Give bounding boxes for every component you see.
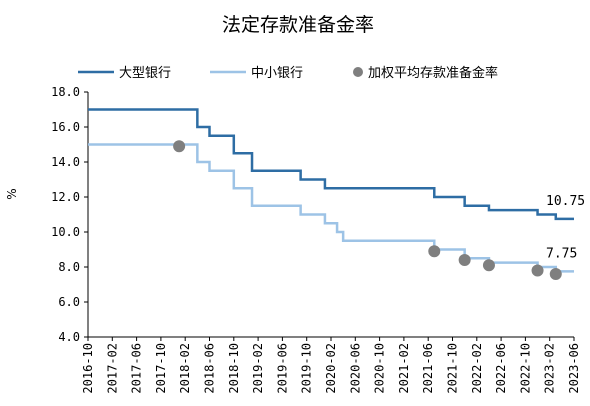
legend-swatch-dot: [353, 67, 363, 77]
scatter-point: [531, 264, 544, 277]
scatter-point: [482, 259, 495, 272]
x-tick-label: 2020-06: [348, 343, 362, 394]
scatter-point: [549, 268, 562, 280]
x-axis: 2016-10 2017-02 2017-06 2017-10 2018-02 2018-…: [81, 336, 581, 394]
x-tick-label: 2021-02: [397, 343, 411, 394]
x-tick-label: 2022-10: [518, 343, 532, 394]
x-tick-label: 2023-06: [567, 343, 581, 394]
y-tick-label: 16.0: [51, 120, 80, 134]
x-tick-label: 2018-02: [178, 343, 192, 394]
scatter-point: [458, 254, 471, 266]
x-tick-label: 2020-10: [373, 343, 387, 394]
x-tick-label: 2017-10: [154, 343, 168, 394]
x-tick-label: 2017-02: [105, 343, 119, 394]
y-tick-label: 14.0: [51, 155, 80, 169]
y-tick-label: 12.0: [51, 190, 80, 204]
x-tick-label: 2019-06: [275, 343, 289, 394]
x-tick-label: 2019-02: [251, 343, 265, 394]
legend-label: 中小银行: [251, 66, 303, 81]
scatter-point: [428, 245, 441, 258]
x-tick-label: 2018-06: [203, 343, 217, 394]
y-tick-label: 18.0: [51, 85, 80, 99]
x-tick-label: 2018-10: [227, 343, 241, 394]
scatter-point: [173, 140, 186, 153]
x-tick-label: 2022-02: [470, 343, 484, 394]
chart-title: 法定存款准备金率: [222, 14, 374, 36]
legend-label: 大型银行: [119, 66, 171, 81]
x-tick-label: 2023-02: [543, 343, 557, 394]
data-label: 7.75: [546, 246, 577, 261]
legend: 大型银行 中小银行 加权平均存款准备金率: [78, 65, 498, 81]
series-line-0: [88, 108, 574, 221]
x-tick-label: 2017-06: [130, 343, 144, 394]
y-tick-label: 10.0: [51, 225, 80, 239]
data-label: 10.75: [546, 194, 585, 209]
x-tick-label: 2016-10: [81, 343, 95, 394]
x-tick-label: 2019-10: [300, 343, 314, 394]
y-axis: 4.0 6.0 8.0 10.0 12.0 14.0 16.0 18.0: [51, 85, 89, 344]
y-tick-label: 6.0: [58, 295, 80, 309]
y-tick-label: 4.0: [58, 330, 80, 344]
plot-area: 10.75 7.75: [88, 108, 585, 280]
y-tick-label: 8.0: [58, 260, 80, 274]
x-tick-label: 2020-02: [324, 343, 338, 394]
legend-label: 加权平均存款准备金率: [368, 65, 498, 81]
series-line-1: [88, 143, 574, 273]
x-tick-label: 2022-06: [494, 343, 508, 394]
y-axis-label: %: [5, 188, 19, 199]
x-tick-label: 2021-06: [421, 343, 435, 394]
x-tick-label: 2021-10: [446, 343, 460, 394]
